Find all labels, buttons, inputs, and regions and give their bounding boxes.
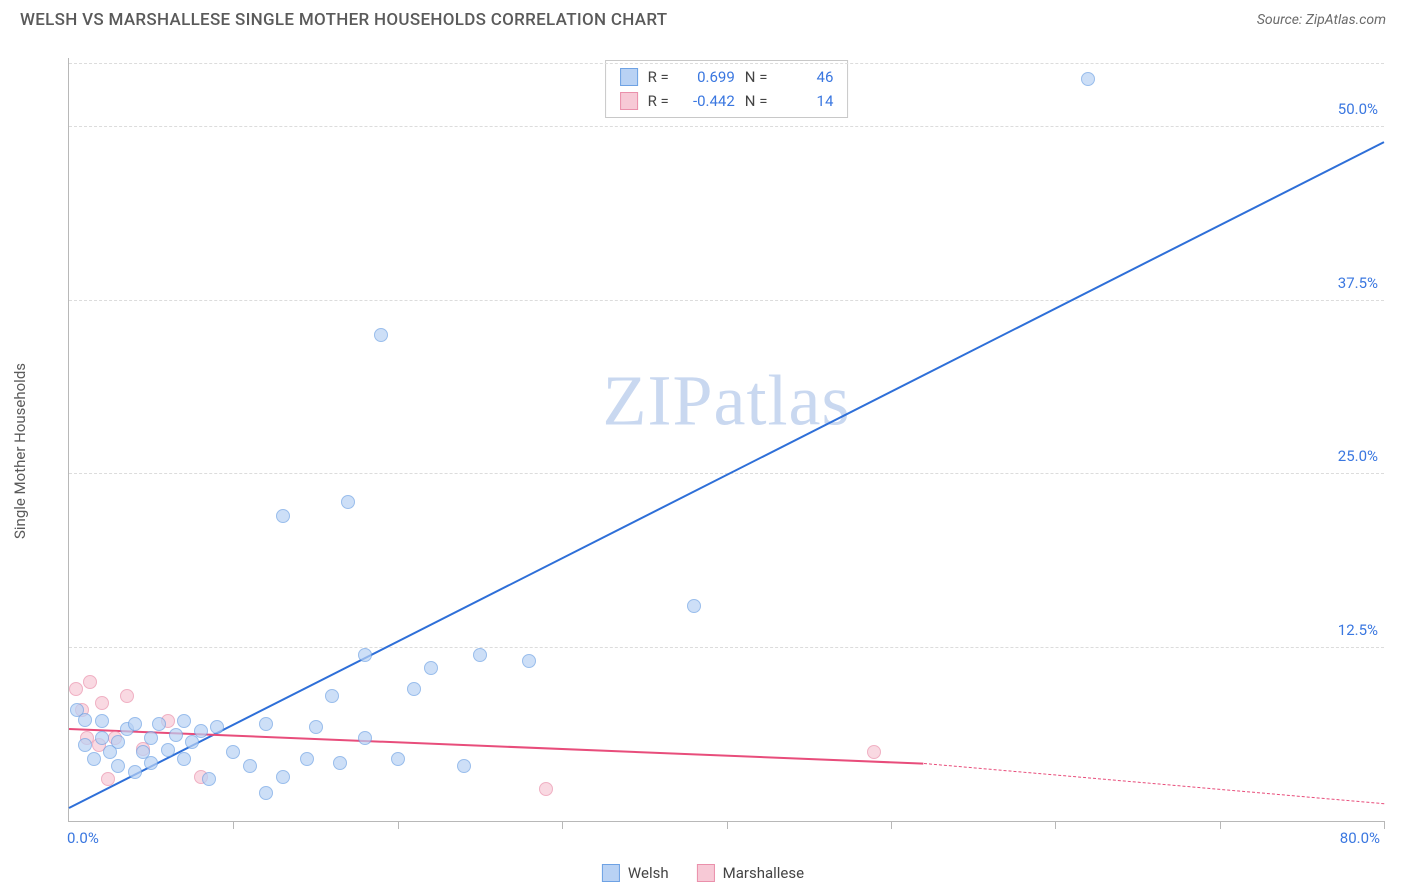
data-point-welsh (87, 752, 101, 766)
y-tick-label: 50.0% (1338, 100, 1378, 118)
r-label: R = (648, 65, 669, 89)
watermark-zip: ZIP (603, 361, 714, 441)
n-value-marshallese: 14 (777, 89, 833, 113)
data-point-welsh (309, 720, 323, 734)
legend-item-welsh: Welsh (602, 864, 669, 882)
data-point-welsh (276, 770, 290, 784)
n-value-welsh: 46 (777, 65, 833, 89)
y-tick-label: 25.0% (1338, 447, 1378, 465)
legend-swatch-welsh (602, 864, 620, 882)
data-point-welsh (457, 759, 471, 773)
data-point-welsh (194, 724, 208, 738)
n-label: N = (745, 89, 768, 113)
data-point-marshallese (101, 772, 115, 786)
gridline (69, 126, 1384, 127)
r-label: R = (648, 89, 669, 113)
r-value-marshallese: -0.442 (679, 89, 735, 113)
x-tick (233, 821, 234, 829)
chart-title: WELSH VS MARSHALLESE SINGLE MOTHER HOUSE… (20, 10, 667, 30)
x-tick (891, 821, 892, 829)
data-point-welsh (210, 720, 224, 734)
data-point-welsh (128, 765, 142, 779)
x-axis-max-label: 80.0% (1340, 829, 1380, 847)
data-point-welsh (259, 717, 273, 731)
x-tick (562, 821, 563, 829)
y-tick-label: 37.5% (1338, 274, 1378, 292)
trend-line-extrapolated (924, 763, 1384, 804)
gridline (69, 300, 1384, 301)
swatch-welsh (620, 68, 638, 86)
data-point-welsh (687, 599, 701, 613)
data-point-welsh (358, 731, 372, 745)
data-point-marshallese (867, 745, 881, 759)
data-point-marshallese (83, 675, 97, 689)
data-point-welsh (144, 731, 158, 745)
x-tick (398, 821, 399, 829)
data-point-welsh (78, 738, 92, 752)
gridline (69, 647, 1384, 648)
data-point-welsh (161, 743, 175, 757)
data-point-welsh (300, 752, 314, 766)
legend-swatch-marshallese (697, 864, 715, 882)
stats-row-welsh: R = 0.699 N = 46 (620, 65, 834, 89)
data-point-welsh (152, 717, 166, 731)
legend-label-marshallese: Marshallese (723, 864, 804, 882)
data-point-welsh (144, 756, 158, 770)
data-point-welsh (243, 759, 257, 773)
data-point-welsh (341, 495, 355, 509)
x-axis-origin-label: 0.0% (67, 829, 99, 847)
gridline (69, 63, 1384, 64)
y-tick-label: 12.5% (1338, 621, 1378, 639)
legend-label-welsh: Welsh (628, 864, 669, 882)
data-point-marshallese (69, 682, 83, 696)
data-point-welsh (95, 731, 109, 745)
data-point-welsh (111, 759, 125, 773)
x-tick (1384, 821, 1385, 829)
data-point-welsh (226, 745, 240, 759)
data-point-marshallese (120, 689, 134, 703)
data-point-welsh (78, 713, 92, 727)
legend: Welsh Marshallese (602, 864, 804, 882)
watermark-atlas: atlas (714, 361, 851, 441)
data-point-marshallese (95, 696, 109, 710)
r-value-welsh: 0.699 (679, 65, 735, 89)
source-attribution: Source: ZipAtlas.com (1257, 12, 1386, 28)
legend-item-marshallese: Marshallese (697, 864, 804, 882)
data-point-welsh (111, 735, 125, 749)
x-tick (1220, 821, 1221, 829)
data-point-welsh (522, 654, 536, 668)
data-point-marshallese (539, 782, 553, 796)
x-tick (1055, 821, 1056, 829)
chart-area: Single Mother Households ZIPatlas R = 0.… (48, 58, 1384, 844)
data-point-welsh (177, 752, 191, 766)
data-point-welsh (358, 648, 372, 662)
data-point-welsh (325, 689, 339, 703)
data-point-welsh (473, 648, 487, 662)
correlation-stats-box: R = 0.699 N = 46 R = -0.442 N = 14 (605, 60, 849, 118)
data-point-welsh (424, 661, 438, 675)
trend-line (69, 141, 1385, 809)
data-point-welsh (1081, 72, 1095, 86)
swatch-marshallese (620, 92, 638, 110)
n-label: N = (745, 65, 768, 89)
data-point-welsh (95, 714, 109, 728)
data-point-welsh (391, 752, 405, 766)
data-point-welsh (177, 714, 191, 728)
data-point-welsh (128, 717, 142, 731)
x-tick (727, 821, 728, 829)
y-axis-label: Single Mother Households (11, 363, 29, 539)
plot-region: ZIPatlas R = 0.699 N = 46 R = -0.442 N =… (68, 58, 1384, 822)
data-point-welsh (202, 772, 216, 786)
data-point-welsh (169, 728, 183, 742)
data-point-welsh (407, 682, 421, 696)
data-point-welsh (374, 328, 388, 342)
data-point-welsh (259, 786, 273, 800)
data-point-welsh (276, 509, 290, 523)
stats-row-marshallese: R = -0.442 N = 14 (620, 89, 834, 113)
data-point-welsh (333, 756, 347, 770)
